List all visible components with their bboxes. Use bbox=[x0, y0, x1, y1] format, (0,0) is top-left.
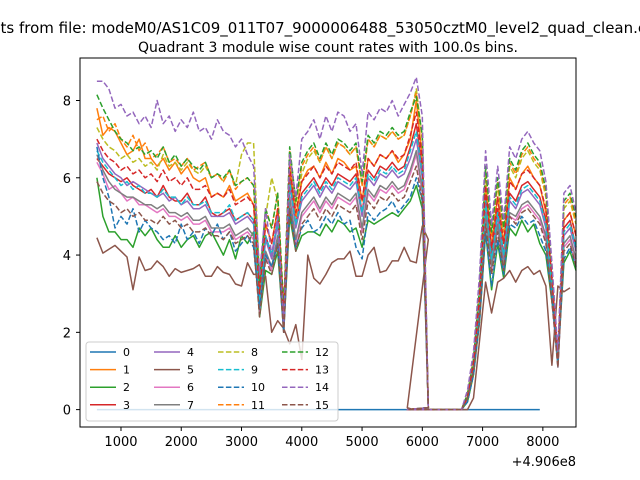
figure-suptitle: Plots from file: modeM0/AS1C09_011T07_90… bbox=[0, 19, 640, 38]
y-tick-label: 8 bbox=[63, 95, 71, 110]
y-tick-label: 6 bbox=[63, 172, 71, 187]
legend-label-5: 5 bbox=[187, 364, 194, 377]
legend-label-0: 0 bbox=[123, 346, 130, 359]
series-line-5 bbox=[96, 225, 571, 411]
y-tick-label: 0 bbox=[63, 404, 71, 419]
x-tick-label: 3000 bbox=[225, 435, 258, 450]
x-tick-label: 4000 bbox=[285, 435, 318, 450]
series-line-8 bbox=[96, 88, 577, 411]
y-axis: 0 2 4 6 8 bbox=[63, 95, 80, 419]
legend-label-1: 1 bbox=[123, 364, 130, 377]
legend-label-11: 11 bbox=[251, 399, 265, 412]
plot-lines bbox=[96, 76, 577, 411]
legend-label-8: 8 bbox=[251, 346, 258, 359]
legend-label-10: 10 bbox=[251, 381, 265, 394]
series-line-15 bbox=[96, 165, 577, 411]
series-line-14 bbox=[96, 76, 577, 411]
series-line-9 bbox=[96, 130, 577, 411]
y-tick-label: 4 bbox=[63, 249, 71, 264]
series-line-13 bbox=[96, 111, 577, 411]
legend-label-7: 7 bbox=[187, 399, 194, 412]
legend-label-12: 12 bbox=[315, 346, 329, 359]
series-line-2 bbox=[96, 177, 577, 411]
x-tick-label: 6000 bbox=[406, 435, 439, 450]
x-axis: 1000 2000 3000 4000 5000 6000 7000 8000 bbox=[104, 427, 559, 450]
legend-label-6: 6 bbox=[187, 381, 194, 394]
chart-title: Quadrant 3 module wise count rates with … bbox=[138, 40, 518, 56]
axes-frame bbox=[79, 57, 577, 428]
legend-label-9: 9 bbox=[251, 364, 258, 377]
legend-box bbox=[85, 341, 339, 422]
legend-label-15: 15 bbox=[315, 399, 329, 412]
legend-label-4: 4 bbox=[187, 346, 194, 359]
legend-label-2: 2 bbox=[123, 381, 130, 394]
x-tick-label: 2000 bbox=[165, 435, 198, 450]
legend-label-14: 14 bbox=[315, 381, 329, 394]
legend-label-3: 3 bbox=[123, 399, 130, 412]
y-tick-label: 2 bbox=[63, 326, 71, 341]
x-tick-label: 7000 bbox=[466, 435, 499, 450]
series-line-7 bbox=[96, 149, 577, 411]
x-tick-label: 1000 bbox=[104, 435, 137, 450]
x-offset-label: +4.906e8 bbox=[512, 455, 576, 470]
x-tick-label: 5000 bbox=[346, 435, 379, 450]
x-tick-label: 8000 bbox=[526, 435, 559, 450]
series-line-12 bbox=[96, 94, 577, 411]
series-line-10 bbox=[96, 146, 577, 411]
legend-label-13: 13 bbox=[315, 364, 329, 377]
